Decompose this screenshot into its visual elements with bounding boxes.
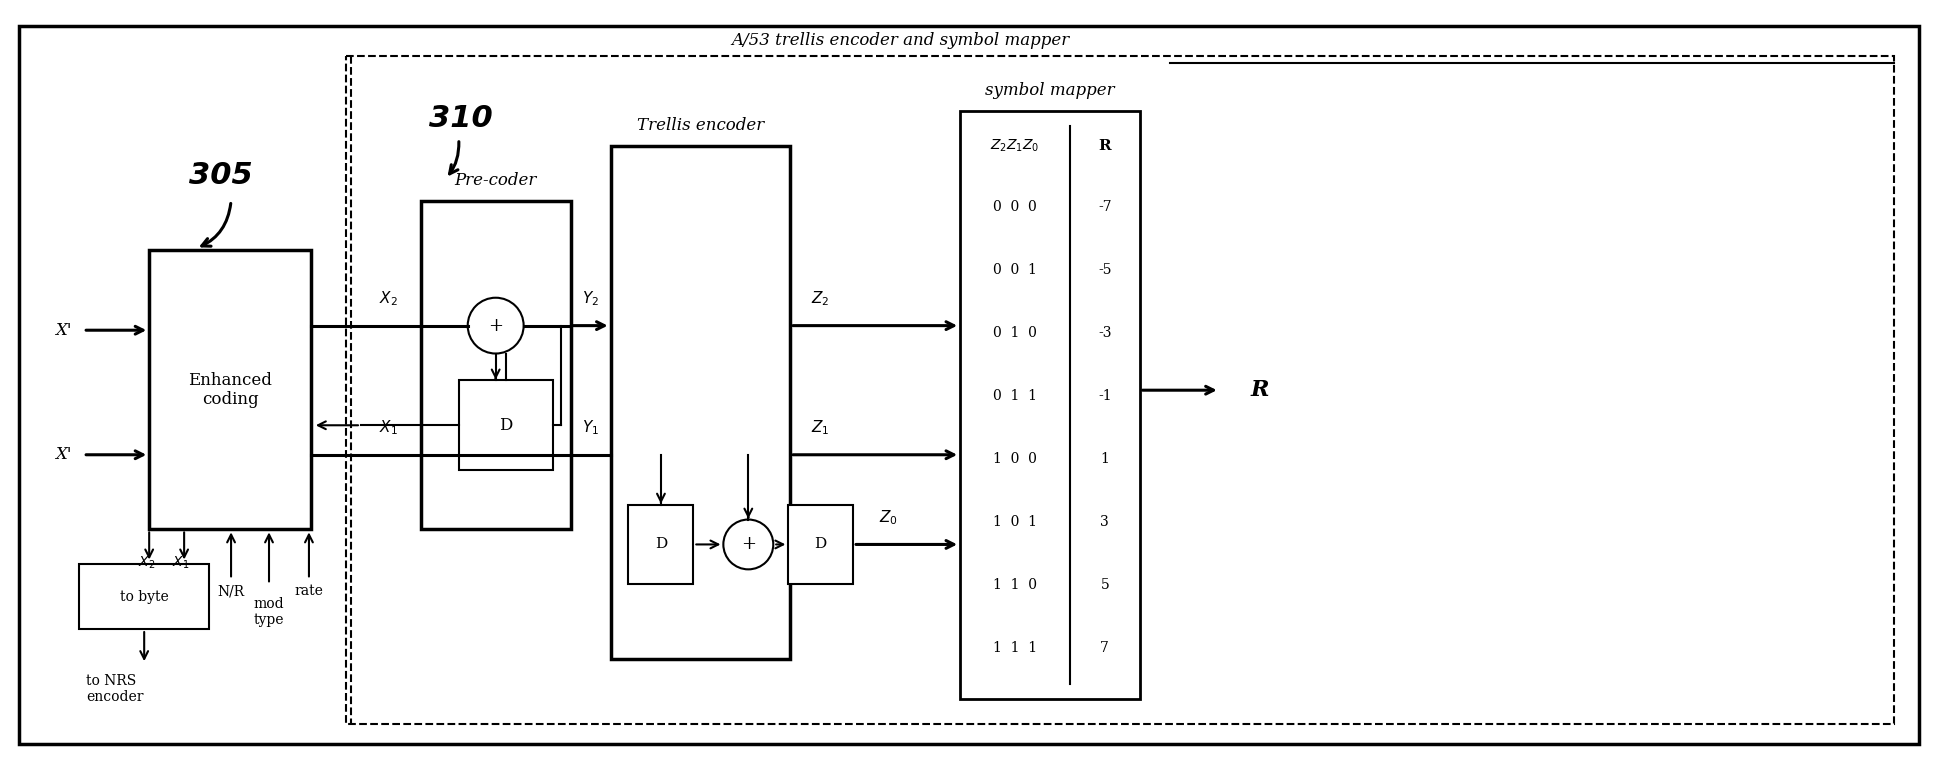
Text: to NRS
encoder: to NRS encoder (85, 674, 143, 704)
Text: 1  1  1: 1 1 1 (993, 640, 1037, 654)
Text: N/R: N/R (217, 584, 244, 598)
Text: 0  0  0: 0 0 0 (993, 200, 1037, 214)
Text: rate: rate (295, 584, 324, 598)
Text: 0  1  1: 0 1 1 (993, 389, 1037, 403)
Text: 1  0  0: 1 0 0 (993, 451, 1037, 465)
Bar (79, 564, 209, 629)
Text: 310: 310 (429, 104, 493, 134)
Text: Enhanced
coding: Enhanced coding (188, 371, 271, 408)
Text: $X_1$: $X_1$ (380, 418, 397, 437)
Text: $Y_1$: $Y_1$ (582, 418, 599, 437)
Text: $X_2$: $X_2$ (380, 289, 397, 308)
Bar (611, 146, 791, 659)
Text: 0  1  0: 0 1 0 (993, 326, 1037, 340)
Text: +: + (741, 535, 756, 553)
Text: R: R (1099, 139, 1111, 153)
Text: symbol mapper: symbol mapper (985, 82, 1115, 99)
Text: X': X' (54, 322, 72, 339)
Text: mod
type: mod type (254, 598, 285, 628)
Text: $Z_2$: $Z_2$ (811, 289, 830, 308)
Bar (149, 250, 310, 529)
Text: 7: 7 (1099, 640, 1109, 654)
Text: -7: -7 (1097, 200, 1111, 214)
Bar (460, 381, 553, 470)
Text: 1  1  0: 1 1 0 (993, 577, 1037, 591)
Text: $Z_0$: $Z_0$ (878, 508, 898, 527)
Bar (960, 111, 1140, 699)
Text: 3: 3 (1101, 514, 1109, 528)
Text: D: D (498, 416, 512, 434)
Text: 305: 305 (190, 162, 252, 190)
Text: $Z_2Z_1Z_0$: $Z_2Z_1Z_0$ (991, 138, 1039, 154)
Text: R: R (1251, 379, 1268, 401)
Text: 1: 1 (1099, 451, 1109, 465)
Text: -1: -1 (1097, 389, 1111, 403)
Text: to byte: to byte (120, 590, 169, 604)
Text: $X_2$: $X_2$ (138, 555, 155, 571)
Text: +: + (489, 316, 504, 335)
Bar (628, 504, 694, 584)
Text: 0  0  1: 0 0 1 (993, 263, 1037, 277)
Bar (345, 56, 1894, 724)
Bar (421, 200, 570, 529)
Text: $X_1$: $X_1$ (173, 555, 190, 571)
Text: Pre-coder: Pre-coder (454, 172, 537, 189)
Bar (789, 504, 853, 584)
Text: 5: 5 (1101, 577, 1109, 591)
Text: X': X' (54, 446, 72, 463)
Text: D: D (814, 538, 826, 552)
Text: -3: -3 (1097, 326, 1111, 340)
Text: A/53 trellis encoder and symbol mapper: A/53 trellis encoder and symbol mapper (731, 32, 1068, 49)
Text: D: D (655, 538, 667, 552)
Text: $Y_2$: $Y_2$ (582, 289, 599, 308)
Text: -5: -5 (1097, 263, 1111, 277)
Text: 1  0  1: 1 0 1 (993, 514, 1037, 528)
Text: Trellis encoder: Trellis encoder (636, 117, 764, 134)
Text: $Z_1$: $Z_1$ (811, 418, 830, 437)
